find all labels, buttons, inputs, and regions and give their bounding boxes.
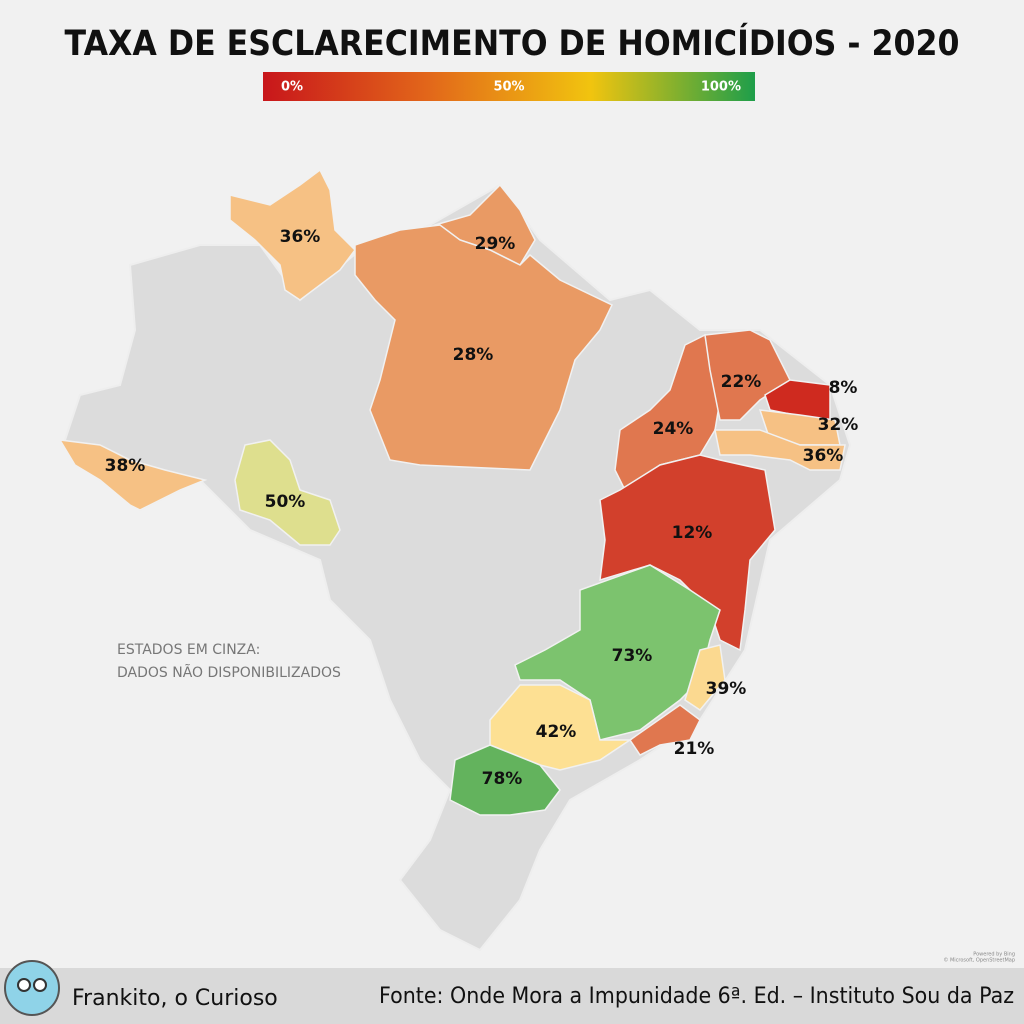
value-label: 39% bbox=[706, 679, 747, 699]
state bbox=[704, 329, 791, 421]
value-label: 38% bbox=[105, 456, 146, 476]
state bbox=[514, 564, 721, 741]
value-label: 29% bbox=[475, 234, 516, 254]
attribution: Powered by Bing bbox=[973, 952, 1015, 958]
source: Fonte: Onde Mora a Impunidade 6ª. Ed. – … bbox=[379, 984, 1014, 1009]
value-label: 21% bbox=[674, 739, 715, 759]
state bbox=[684, 644, 726, 711]
title: TAXA DE ESCLARECIMENTO DE HOMICÍDIOS - 2… bbox=[65, 22, 960, 64]
value-label: 22% bbox=[721, 372, 762, 392]
value-label: 36% bbox=[803, 446, 844, 466]
value-label: 32% bbox=[818, 415, 859, 435]
state bbox=[354, 224, 614, 471]
note: DADOS NÃO DISPONIBILIZADOS bbox=[117, 664, 341, 681]
value-label: 50% bbox=[265, 492, 306, 512]
author: Frankito, o Curioso bbox=[72, 986, 278, 1011]
footer-band bbox=[0, 968, 1024, 1024]
state bbox=[628, 704, 701, 756]
value-label: 36% bbox=[280, 227, 321, 247]
value-label: 8% bbox=[829, 378, 858, 398]
value-label: 28% bbox=[453, 345, 494, 365]
color-tick-label: 100% bbox=[701, 80, 741, 95]
state bbox=[58, 439, 208, 511]
color-tick-label: 50% bbox=[493, 80, 524, 95]
value-label: 78% bbox=[482, 769, 523, 789]
note: ESTADOS EM CINZA: bbox=[117, 642, 260, 658]
color-tick-label: 0% bbox=[281, 80, 303, 95]
avatar-eye bbox=[33, 978, 47, 992]
state bbox=[449, 744, 561, 816]
avatar-eye bbox=[17, 978, 31, 992]
value-label: 12% bbox=[672, 523, 713, 543]
state bbox=[229, 168, 356, 301]
value-label: 24% bbox=[653, 419, 694, 439]
state bbox=[599, 454, 776, 652]
color-bar bbox=[263, 72, 755, 101]
state bbox=[714, 429, 846, 471]
state bbox=[234, 439, 341, 546]
attribution: © Microsoft, OpenStreetMap bbox=[943, 957, 1015, 964]
avatar bbox=[4, 960, 60, 1016]
value-label: 73% bbox=[612, 646, 653, 666]
value-label: 42% bbox=[536, 722, 577, 742]
